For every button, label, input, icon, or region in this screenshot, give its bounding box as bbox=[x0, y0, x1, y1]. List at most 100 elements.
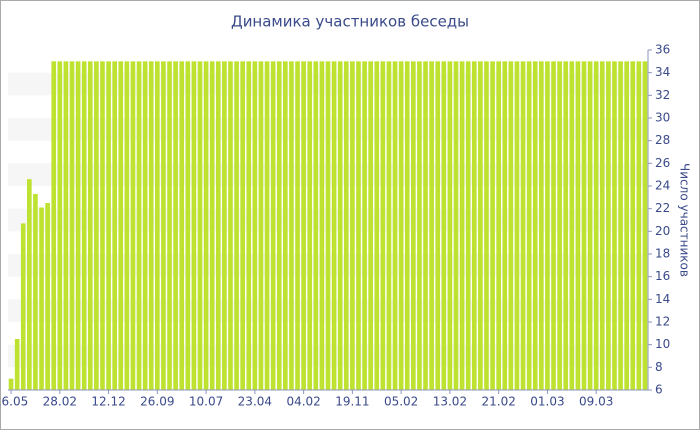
bar bbox=[228, 61, 233, 390]
bar bbox=[264, 61, 270, 390]
y-tick-label: 12 bbox=[655, 315, 670, 329]
y-axis-label: Число участников bbox=[678, 163, 692, 277]
bar bbox=[179, 61, 185, 390]
bar bbox=[380, 61, 386, 390]
bar bbox=[20, 223, 26, 390]
bar bbox=[240, 61, 245, 390]
bar bbox=[630, 61, 636, 390]
bar bbox=[142, 61, 148, 390]
bar bbox=[148, 61, 154, 390]
x-tick-label: 10.07 bbox=[189, 395, 223, 409]
bar bbox=[429, 61, 434, 390]
bar bbox=[27, 179, 32, 390]
bar bbox=[599, 61, 605, 390]
bar bbox=[362, 61, 367, 390]
bar bbox=[368, 61, 373, 390]
x-tick-label: 09.03 bbox=[579, 395, 613, 409]
x-tick-label: 23.04 bbox=[238, 395, 272, 409]
bar bbox=[252, 61, 258, 390]
bar bbox=[270, 61, 276, 390]
bar bbox=[197, 61, 203, 390]
bar bbox=[100, 61, 105, 390]
bar bbox=[356, 61, 361, 390]
bar bbox=[325, 61, 331, 390]
bar bbox=[136, 61, 142, 390]
y-tick-label: 30 bbox=[655, 111, 670, 125]
bar bbox=[51, 61, 57, 390]
y-tick-label: 36 bbox=[655, 43, 670, 57]
bar bbox=[563, 61, 569, 390]
bar bbox=[331, 61, 337, 390]
bar bbox=[258, 61, 264, 390]
bar bbox=[276, 61, 282, 390]
bar bbox=[386, 61, 392, 390]
bar bbox=[69, 61, 75, 390]
x-tick-label: 05.02 bbox=[384, 395, 418, 409]
y-tick-label: 8 bbox=[655, 360, 663, 374]
y-tick-label: 24 bbox=[655, 179, 670, 193]
y-tick-label: 16 bbox=[655, 269, 670, 283]
bar bbox=[234, 61, 239, 390]
bar bbox=[161, 61, 166, 390]
bar bbox=[14, 339, 20, 390]
bar bbox=[532, 61, 538, 390]
bar bbox=[441, 61, 447, 390]
bar bbox=[63, 61, 69, 390]
bar bbox=[173, 61, 178, 390]
bar bbox=[392, 61, 398, 390]
y-tick-label: 6 bbox=[655, 383, 663, 397]
x-tick-label: 12.12 bbox=[91, 395, 125, 409]
x-tick-label: 26.09 bbox=[140, 395, 174, 409]
bar bbox=[167, 61, 172, 390]
bar bbox=[636, 61, 642, 390]
bar bbox=[587, 61, 593, 390]
bar bbox=[33, 193, 38, 390]
bar bbox=[496, 61, 501, 390]
x-tick-label: 19.11 bbox=[335, 395, 369, 409]
bar bbox=[81, 61, 87, 390]
bar bbox=[435, 61, 441, 390]
bar bbox=[8, 378, 14, 390]
bar bbox=[618, 61, 623, 390]
bar bbox=[447, 61, 453, 390]
y-tick-label: 14 bbox=[655, 292, 670, 306]
bar bbox=[45, 203, 50, 390]
bar bbox=[343, 61, 349, 390]
bar bbox=[374, 61, 380, 390]
y-tick-label: 28 bbox=[655, 133, 670, 147]
bar bbox=[551, 61, 556, 390]
y-tick-label: 32 bbox=[655, 88, 670, 102]
bar bbox=[209, 61, 215, 390]
y-tick-label: 20 bbox=[655, 224, 670, 238]
bar bbox=[203, 61, 209, 390]
bar bbox=[118, 61, 124, 390]
chart-title: Динамика участников беседы bbox=[231, 13, 469, 31]
bar bbox=[39, 207, 44, 390]
bar bbox=[57, 61, 63, 390]
bar bbox=[404, 61, 410, 390]
x-tick-label: 13.02 bbox=[433, 395, 467, 409]
bar bbox=[539, 61, 544, 390]
bar bbox=[313, 61, 319, 390]
bar bbox=[453, 61, 459, 390]
bar bbox=[490, 61, 495, 390]
bar bbox=[545, 61, 550, 390]
y-tick-label: 18 bbox=[655, 247, 670, 261]
bar bbox=[112, 61, 117, 390]
bar bbox=[191, 61, 197, 390]
bar bbox=[642, 61, 648, 390]
bar bbox=[471, 61, 477, 390]
bar bbox=[520, 61, 526, 390]
bar bbox=[94, 61, 99, 390]
bar bbox=[155, 61, 160, 390]
x-tick-label: 28.02 bbox=[43, 395, 77, 409]
bar bbox=[283, 61, 288, 390]
bar bbox=[106, 61, 111, 390]
bar bbox=[581, 61, 587, 390]
bar bbox=[307, 61, 313, 390]
bar bbox=[319, 61, 325, 390]
y-tick-label: 26 bbox=[655, 156, 670, 170]
bar bbox=[411, 61, 416, 390]
bar bbox=[87, 61, 93, 390]
